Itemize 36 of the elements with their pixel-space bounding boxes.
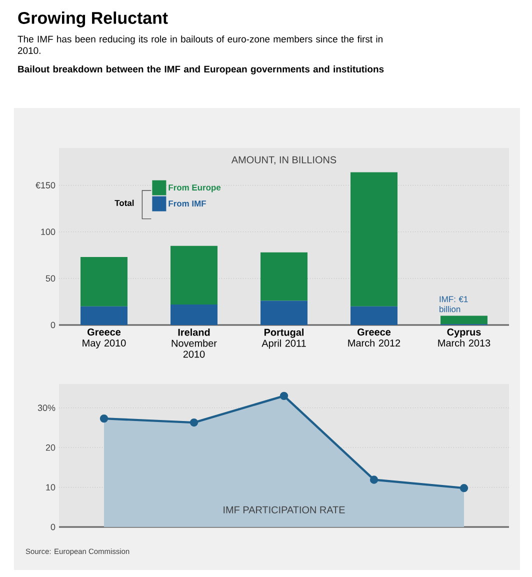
legend-title: Total [114,200,134,206]
bar [170,246,218,305]
bar [350,306,398,326]
point [100,414,108,423]
bar [80,306,128,326]
y-tick-label: 100 [41,228,56,236]
y-tick-label: 0 [50,322,56,328]
y-tick-label: 0 [50,524,56,530]
y-axis-title: IMF PARTICIPATION RATE [224,506,345,514]
bar [80,257,128,306]
bar [350,172,398,306]
x-tick-label: Ireland November 2010 [172,328,217,358]
x-tick-label: Portugal April 2011 [262,328,306,349]
y-tick-label: 20 [46,444,56,451]
chart-subtitle: The IMF has been reducing its role in bailouts of euro-zone members since the first in 2010. [18,36,382,54]
x-tick-label: Cyprus March 2013 [438,328,490,347]
legend-label: From IMF [168,200,206,207]
bar [170,304,218,326]
x-tick-label: Greece May 2010 [82,328,126,349]
point [370,476,378,484]
annotation: IMF: €1 billion [440,296,468,312]
x-tick-label: Greece March 2012 [348,328,400,347]
bar [440,316,488,324]
y-tick-label: 50 [46,275,56,282]
chart-title: Growing Reluctant [18,12,168,28]
point [280,392,288,400]
text: Bailout breakdown between the IMF and European governments and institutions [18,66,384,74]
legend-label: From Europe [168,184,221,192]
point [460,484,468,492]
y-tick-label: 10 [46,484,56,490]
y-axis-title: AMOUNT, IN BILLIONS [231,156,336,165]
y-tick-label: €150 [36,182,56,188]
y-tick-label: 30% [38,404,56,412]
point [190,418,198,427]
bar [260,252,308,301]
bar [260,300,308,326]
